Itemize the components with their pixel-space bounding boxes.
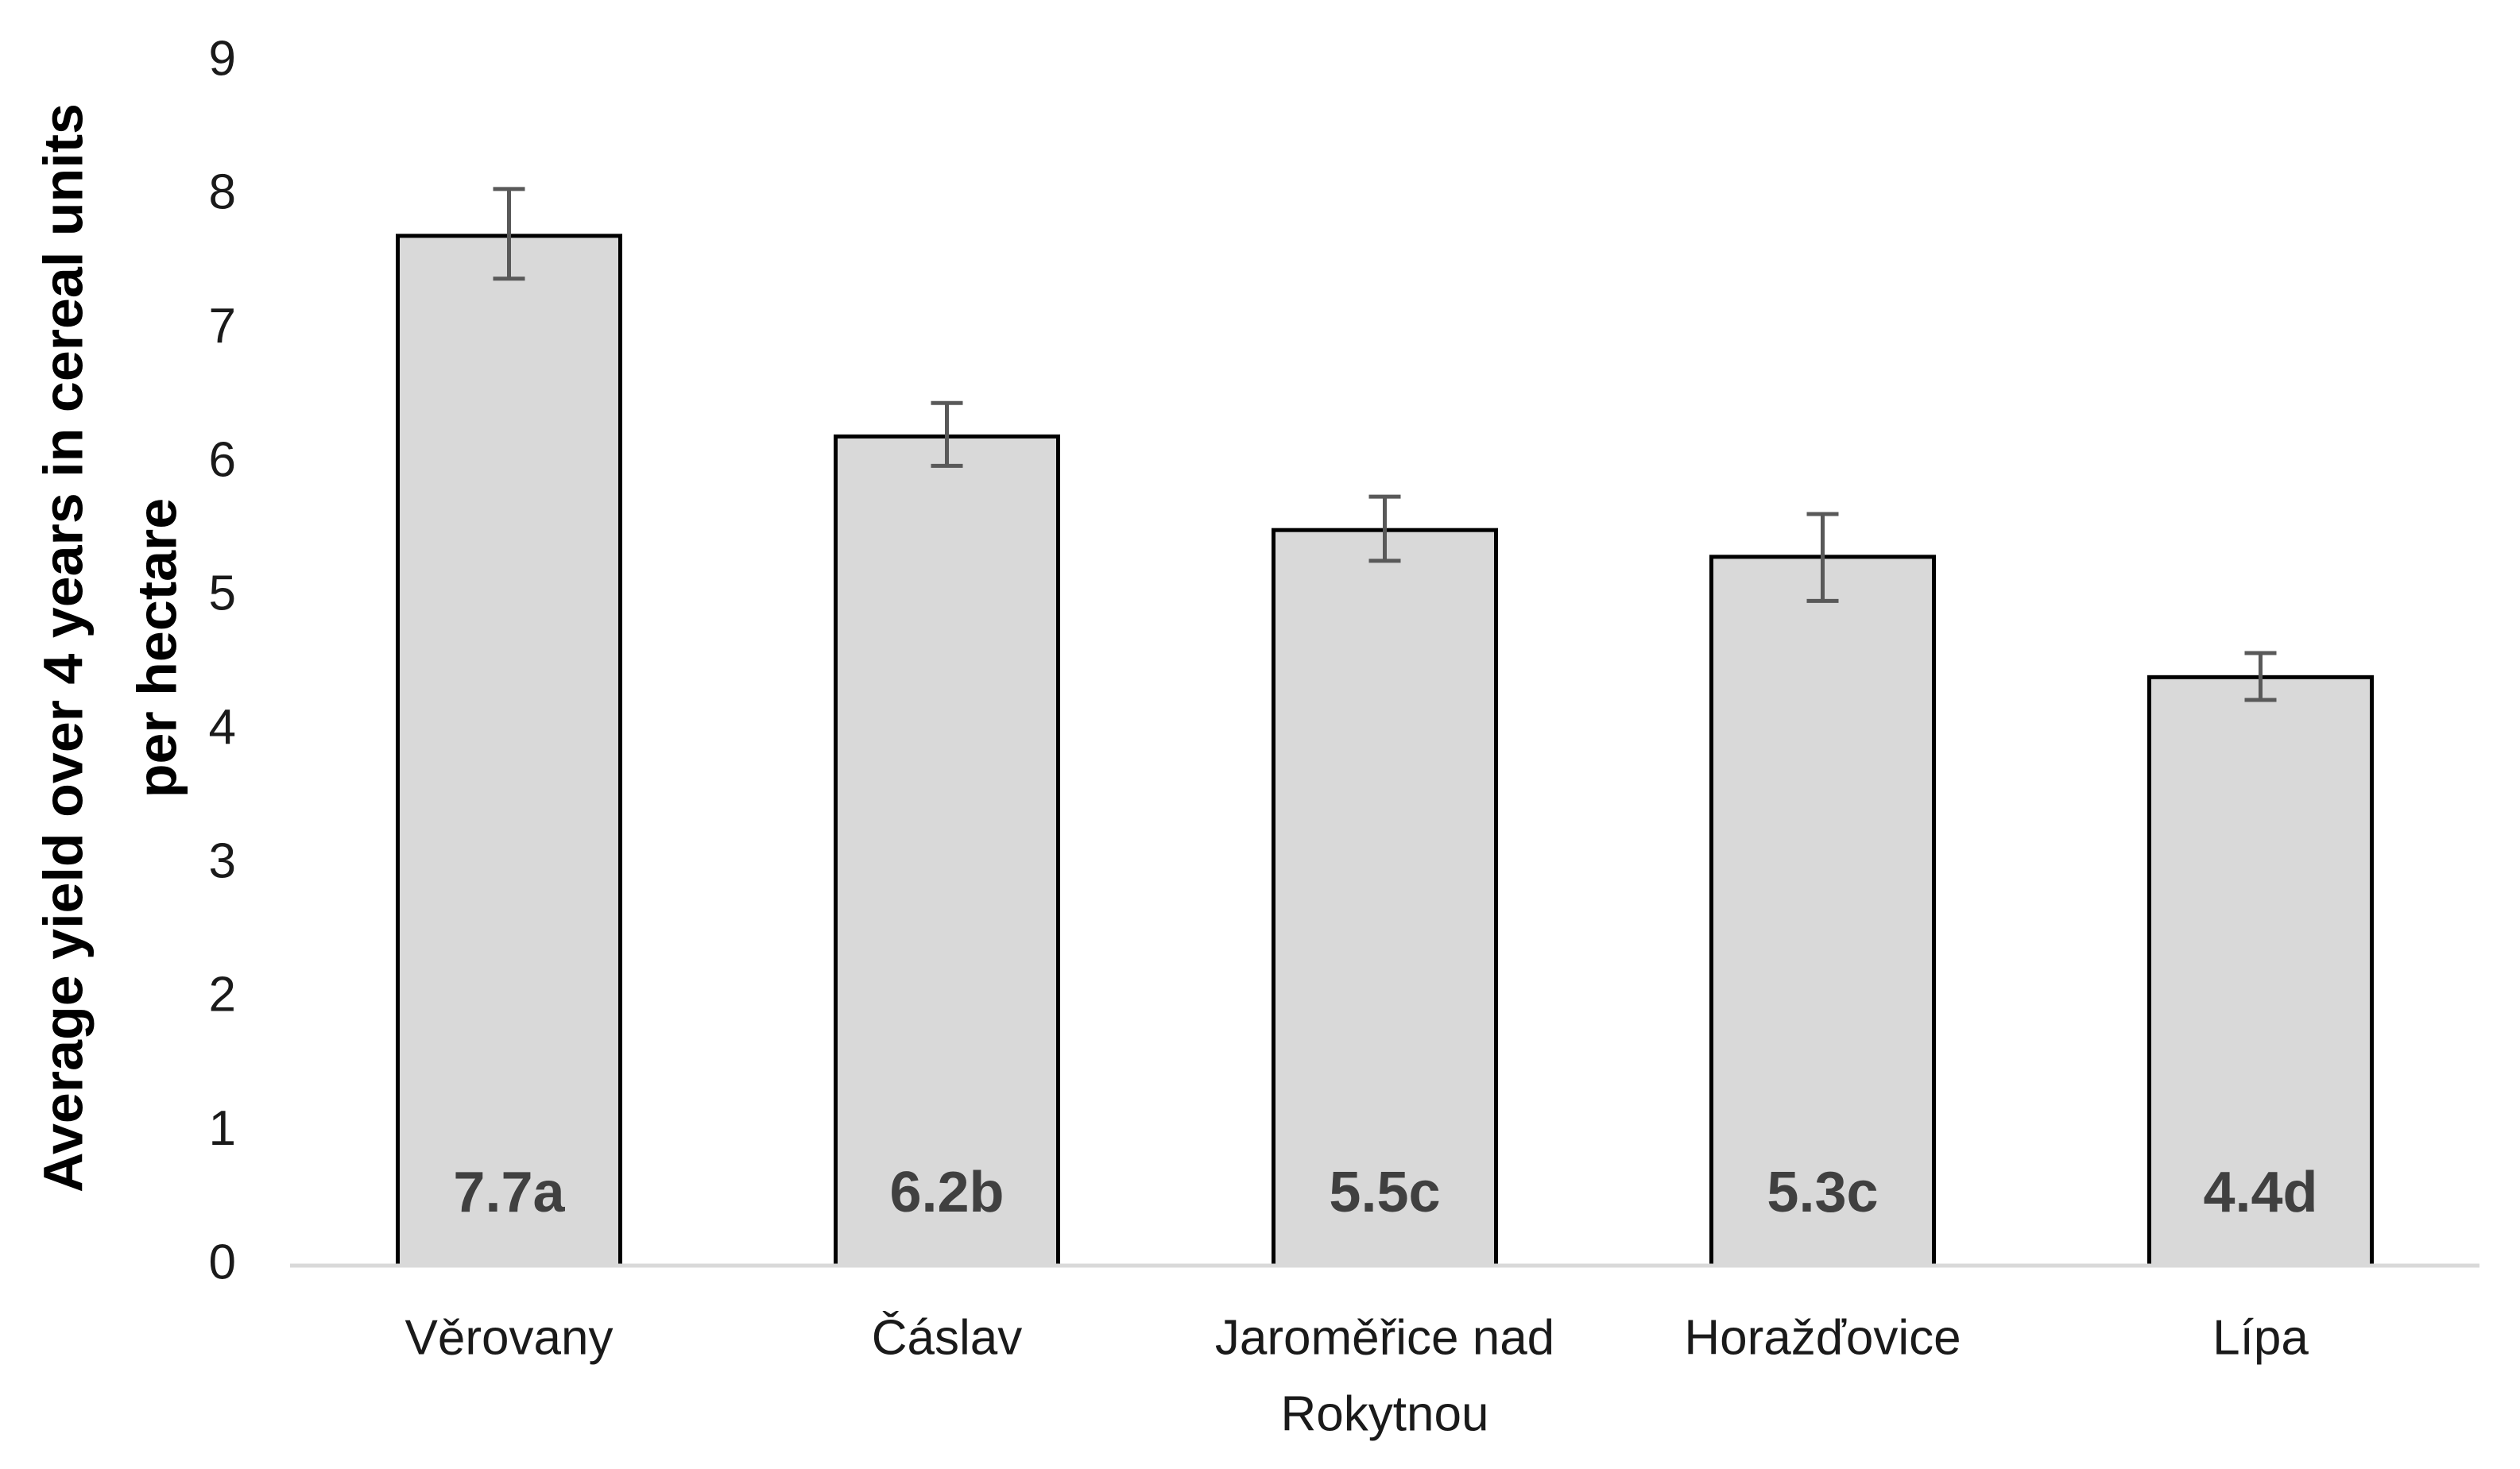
x-axis-labels: Věrovany Čáslav Jaroměřice nad Rokytnou Hora… — [405, 1310, 2309, 1441]
x-category-label: Lípa — [2212, 1310, 2309, 1365]
error-bar — [1806, 512, 1839, 603]
y-tick-label: 6 — [209, 432, 236, 487]
y-tick-label: 7 — [209, 299, 236, 354]
bar — [2147, 675, 2374, 1268]
y-tick-label: 4 — [209, 700, 236, 755]
y-tick-label: 5 — [209, 566, 236, 621]
bar — [834, 434, 1060, 1268]
error-bar — [1368, 494, 1401, 563]
data-label: 4.4d — [2203, 1161, 2317, 1224]
y-tick-label: 2 — [209, 968, 236, 1023]
y-axis-title-line: per hectare — [126, 498, 188, 798]
y-axis-title-line: Average yield over 4 years in cereal uni… — [32, 103, 94, 1193]
error-bar — [931, 400, 963, 468]
x-category-label: Rokytnou — [1281, 1386, 1489, 1441]
bar — [1272, 528, 1498, 1268]
x-category-label: Čáslav — [872, 1310, 1023, 1365]
data-label: 5.5c — [1329, 1161, 1440, 1224]
bars: 7.7a 6.2b 5.5c 5.3c 4.4d — [396, 187, 2374, 1268]
y-tick-label: 1 — [209, 1101, 236, 1156]
error-bar — [493, 187, 525, 281]
y-tick-label: 0 — [209, 1235, 236, 1289]
data-label: 7.7a — [453, 1161, 565, 1224]
y-axis-title: Average yield over 4 years in cereal uni… — [32, 103, 188, 1193]
y-tick-label: 8 — [209, 165, 236, 220]
data-label: 5.3c — [1767, 1161, 1878, 1224]
bar — [396, 234, 622, 1268]
y-tick-label: 3 — [209, 833, 236, 888]
x-category-label: Věrovany — [405, 1310, 614, 1365]
y-axis-ticks: 0 1 2 3 4 5 6 7 8 9 — [209, 31, 236, 1289]
error-bar — [2244, 651, 2277, 702]
bar — [1709, 555, 1936, 1268]
x-category-label: Jaroměřice nad — [1215, 1310, 1554, 1365]
data-label: 6.2b — [889, 1161, 1004, 1224]
x-category-label: Horažďovice — [1684, 1310, 1961, 1365]
y-tick-label: 9 — [209, 31, 236, 86]
